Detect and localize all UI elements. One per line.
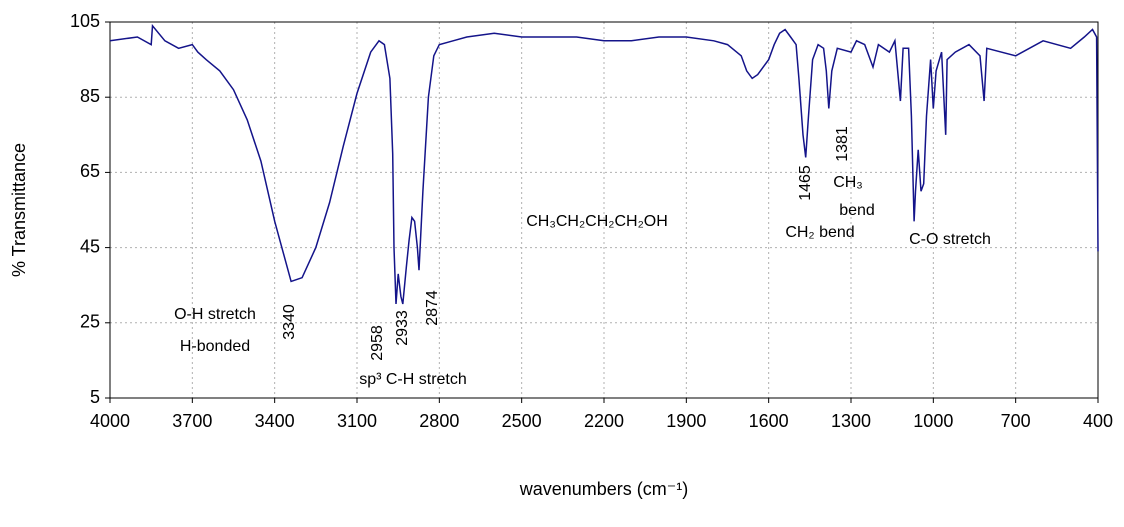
annotation: bend (839, 202, 875, 219)
y-tick-label: 85 (80, 86, 100, 106)
y-tick-label: 45 (80, 236, 100, 256)
annotation: 2958 (369, 325, 386, 361)
annotation: 1381 (834, 126, 851, 162)
x-tick-label: 4000 (90, 411, 130, 431)
annotation: 3340 (281, 304, 298, 340)
annotation: 1465 (797, 165, 814, 201)
x-tick-label: 1300 (831, 411, 871, 431)
annotation: 2933 (394, 310, 411, 346)
y-tick-label: 105 (70, 11, 100, 31)
x-tick-label: 2200 (584, 411, 624, 431)
annotation: O-H stretch (174, 306, 256, 323)
annotation: sp³ C-H stretch (359, 371, 467, 388)
annotation: C-O stretch (909, 231, 991, 248)
x-tick-label: 1000 (913, 411, 953, 431)
x-tick-label: 1900 (666, 411, 706, 431)
y-axis-label: % Transmittance (9, 143, 29, 277)
x-tick-label: 1600 (749, 411, 789, 431)
x-tick-label: 2500 (502, 411, 542, 431)
annotation: CH₂ bend (785, 224, 854, 241)
annotation: H-bonded (180, 338, 250, 355)
x-tick-label: 3100 (337, 411, 377, 431)
y-tick-label: 25 (80, 312, 100, 332)
annotation: CH₃ (833, 174, 863, 191)
annotation: CH₃CH₂CH₂CH₂OH (526, 213, 668, 230)
annotation: 2874 (424, 290, 441, 326)
x-tick-label: 3400 (255, 411, 295, 431)
x-tick-label: 400 (1083, 411, 1113, 431)
y-tick-label: 65 (80, 161, 100, 181)
x-tick-label: 700 (1001, 411, 1031, 431)
y-tick-label: 5 (90, 387, 100, 407)
spectrum-line (109, 23, 1099, 305)
x-tick-label: 3700 (172, 411, 212, 431)
x-axis-label: wavenumbers (cm⁻¹) (519, 479, 689, 499)
x-tick-label: 2800 (419, 411, 459, 431)
